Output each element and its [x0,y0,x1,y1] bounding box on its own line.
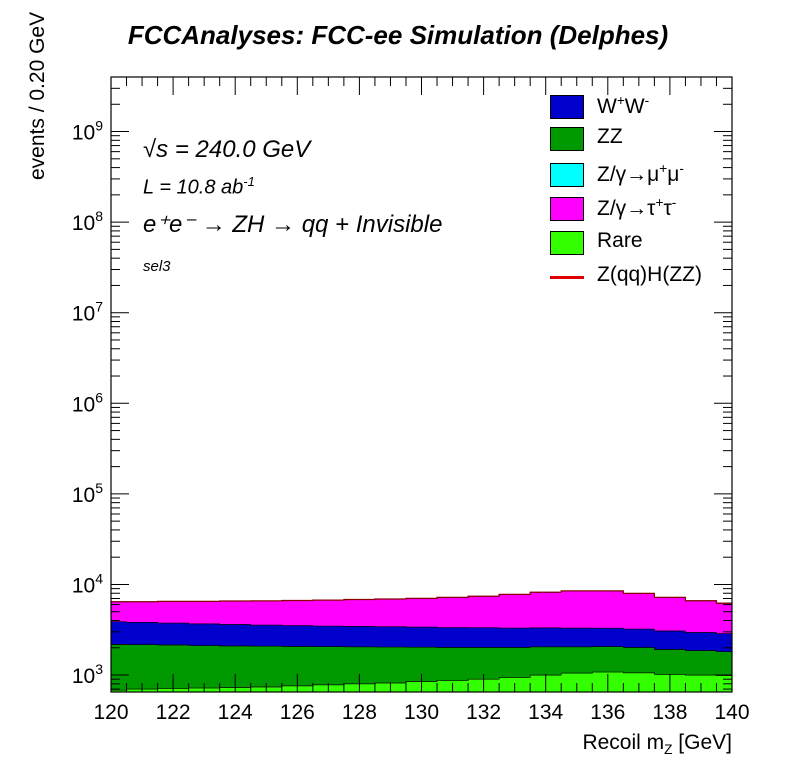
sqrt-s-annotation: √s = 240.0 GeV [143,136,311,163]
y-tick-label: 104 [72,570,103,597]
axis-ticks: 120 122 124 126 128 130 132 134 136 138 140 103 104 1… [72,76,750,724]
y-tick-label: 108 [72,208,103,235]
y-tick-label: 103 [72,661,103,688]
x-tick-label: 134 [528,701,563,724]
chart-title: FCCAnalyses: FCC-ee Simulation (Delphes) [127,20,669,50]
legend-item-zmm: Z/γ→μ+μ- [550,160,760,190]
x-tick-label: 136 [590,701,625,724]
x-axis-label: Recoil mZ [GeV] [582,731,732,758]
legend-label: Z(qq)H(ZZ) [597,263,702,286]
x-tick-label: 128 [342,701,377,724]
legend-label: Z/γ→τ+τ- [597,195,677,220]
luminosity-annotation: L = 10.8 ab-1 [143,174,255,199]
x-tick-label: 132 [466,701,501,724]
x-tick-label: 126 [280,701,315,724]
legend-swatch [550,127,584,151]
x-tick-label: 122 [156,701,191,724]
x-tick-label: 120 [93,701,128,724]
legend-swatch [550,95,584,119]
legend-label: ZZ [597,125,623,148]
y-tick-label: 105 [72,480,103,507]
legend-label: Rare [597,229,643,252]
legend-swatch [550,197,584,221]
x-tick-label: 130 [404,701,439,724]
legend-line-swatch [550,276,584,279]
y-axis-label: events / 0.20 GeV [26,11,49,180]
legend-label: W+W- [597,93,650,118]
x-tick-label: 124 [218,701,253,724]
legend-item-sig: Z(qq)H(ZZ) [550,262,760,292]
legend-item-ztt: Z/γ→τ+τ- [550,194,760,224]
y-tick-label: 106 [72,389,103,416]
legend-item-rare: Rare [550,228,760,258]
x-tick-label: 140 [714,701,749,724]
legend-swatch [550,231,584,255]
process-annotation: e⁺e⁻ → ZH → qq + Invisible [143,211,443,238]
stack-top-outline [111,590,732,604]
legend-swatch [550,163,584,187]
y-tick-label: 107 [72,299,103,326]
legend-label: Z/γ→μ+μ- [597,161,684,186]
y-tick-label: 109 [72,118,103,145]
legend-item-ww: W+W- [550,92,760,122]
selection-annotation: sel3 [143,258,171,275]
legend-item-zz: ZZ [550,124,760,154]
x-tick-label: 138 [652,701,687,724]
